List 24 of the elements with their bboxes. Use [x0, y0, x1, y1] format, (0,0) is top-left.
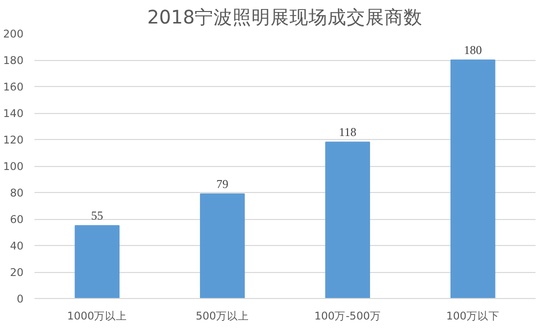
y-tick-label: 180: [3, 54, 24, 67]
y-tick-label: 100: [3, 160, 24, 173]
y-tick-label: 0: [16, 292, 24, 306]
y-tick-label: 80: [10, 186, 24, 200]
x-tick-label: 100万以下: [446, 310, 500, 322]
y-tick-label: 60: [10, 213, 24, 226]
bar: [200, 193, 245, 298]
y-tick-label: 20: [10, 266, 24, 279]
y-tick-label: 140: [3, 107, 24, 120]
y-tick-label: 40: [10, 240, 24, 252]
data-label: 79: [216, 176, 228, 191]
bar: [74, 225, 120, 298]
y-tick-label: 120: [3, 134, 24, 146]
x-tick-label: 100万-500万: [314, 310, 381, 322]
chart-title: 2018宁波照明展现场成交展商数: [147, 6, 423, 28]
y-tick-label: 200: [3, 28, 24, 40]
data-label: 118: [338, 125, 356, 140]
y-tick-label: 160: [3, 80, 24, 94]
x-tick-label: 500万以上: [196, 310, 250, 322]
data-label: 180: [464, 43, 482, 57]
x-tick-label: 1000万以上: [67, 310, 128, 322]
bar: [450, 60, 496, 298]
data-label: 55: [91, 208, 104, 223]
bar: [325, 142, 370, 298]
